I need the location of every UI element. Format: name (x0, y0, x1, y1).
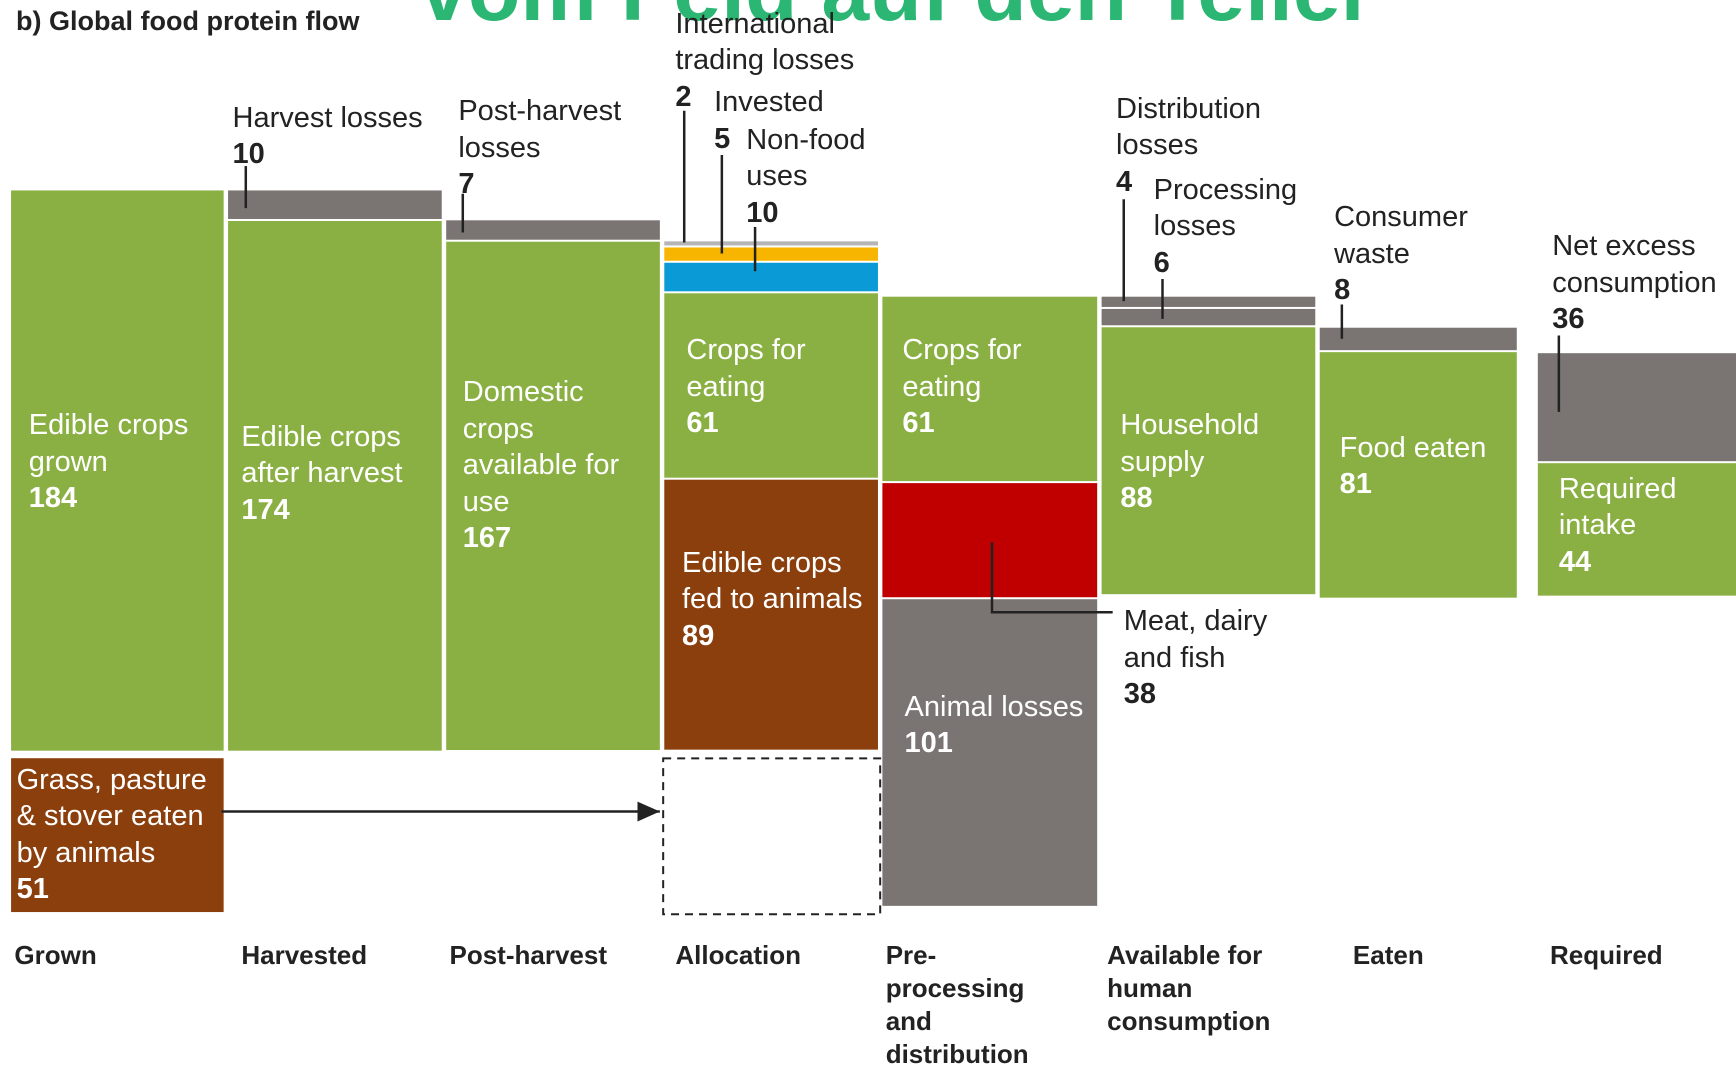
flow-block (1101, 296, 1316, 307)
label-value: 10 (746, 196, 779, 229)
stage-label: Available for human consumption (1107, 939, 1271, 1036)
label-value: 101 (904, 727, 953, 760)
stage-label: Required (1550, 939, 1663, 970)
stage-label: Eaten (1352, 939, 1424, 970)
label-value: 36 (1552, 303, 1585, 336)
block-label: Crops for eating 61 (686, 332, 863, 442)
flow-block (664, 479, 878, 750)
block-label: Domestic crops available for use 167 (463, 374, 651, 557)
flow-block (228, 220, 442, 751)
label-text: Animal losses (904, 690, 1084, 723)
leader-line (990, 542, 1113, 614)
flow-block (446, 241, 660, 751)
flow-block (11, 190, 224, 751)
label-text: Crops for eating (686, 334, 806, 403)
label-text: Edible crops grown (28, 409, 189, 478)
block-label: Grass, pasture & stover eaten by animals… (17, 762, 227, 908)
dashed-inflow (662, 757, 882, 916)
stage-label: Allocation (675, 939, 802, 970)
label-value: 44 (1558, 545, 1592, 578)
block-label: Consumer waste 8 (1334, 199, 1500, 309)
flow-block (882, 599, 1098, 906)
block-label: International trading losses 2 (675, 6, 874, 116)
label-value: 6 (1153, 246, 1170, 279)
label-value: 4 (1116, 165, 1133, 198)
block-label: Meat, dairy and fish 38 (1124, 603, 1290, 713)
label-text: Domestic crops available for use (462, 376, 620, 518)
block-label: Edible crops grown 184 (29, 407, 217, 517)
flow-block (664, 241, 878, 246)
block-label: Distribution losses 4 (1116, 91, 1282, 201)
label-text: Net excess consumption (1552, 230, 1717, 299)
flow-block (228, 190, 442, 219)
label-value: 61 (686, 407, 719, 440)
label-value: 10 (232, 138, 265, 171)
label-value: 89 (682, 619, 715, 652)
label-text: Invested (714, 86, 824, 119)
label-text: Required intake (1558, 472, 1677, 542)
flow-block (446, 220, 660, 240)
label-text: Distribution losses (1116, 92, 1262, 162)
label-value: 88 (1120, 482, 1153, 515)
block-label: Edible crops after harvest 174 (241, 419, 429, 529)
label-value: 184 (28, 482, 78, 515)
flow-block (664, 247, 878, 261)
label-text: Edible crops fed to animals (682, 546, 863, 616)
label-text: Processing losses (1153, 173, 1298, 243)
block-label: Animal losses 101 (905, 689, 1093, 762)
label-text: Food eaten (1339, 431, 1487, 464)
stage-label: Post-harvest (449, 939, 608, 970)
flow-block (882, 483, 1098, 598)
flow-block (1319, 352, 1517, 598)
label-value: 174 (241, 493, 290, 526)
label-text: Crops for eating (902, 334, 1022, 403)
label-value: 7 (458, 168, 475, 200)
block-label: Post-harvest losses 7 (458, 93, 646, 203)
block-label: Household supply 88 (1120, 407, 1308, 517)
label-value: 51 (16, 873, 49, 906)
label-text: Post-harvest losses (458, 95, 622, 164)
label-text: Grass, pasture & stover eaten by animals (16, 763, 207, 869)
block-label: Net excess consumption 36 (1552, 228, 1735, 338)
label-text: Meat, dairy and fish (1123, 605, 1268, 674)
label-value: 5 (714, 122, 731, 155)
label-text: Harvest losses (232, 101, 423, 134)
block-label: Invested 5 (714, 84, 869, 157)
flow-block (11, 758, 224, 913)
label-value: 167 (462, 522, 512, 555)
label-text: International trading losses (675, 7, 855, 77)
label-text: Non-food uses (746, 123, 866, 193)
label-value: 8 (1334, 274, 1351, 307)
flow-block (1319, 327, 1517, 351)
label-value: 81 (1339, 468, 1372, 501)
label-text: Household supply (1120, 409, 1260, 478)
title: b) Global food protein flow (16, 6, 360, 36)
block-label: Processing losses 6 (1154, 172, 1309, 282)
flow-block (882, 296, 1098, 482)
stage-label: Grown (14, 939, 97, 970)
block-label: Edible crops fed to animals 89 (682, 545, 870, 655)
flow-block (664, 262, 878, 292)
flow-block (1537, 463, 1736, 596)
stage-label: Harvested (241, 939, 368, 970)
label-text: Edible crops after harvest (241, 420, 403, 490)
block-label: Harvest losses 10 (233, 100, 443, 173)
flow-block (1537, 353, 1736, 462)
banner: vom Feld auf den Teller (420, 0, 1374, 41)
label-value: 2 (675, 80, 692, 113)
block-label: Required intake 44 (1559, 471, 1725, 581)
flow-block (664, 293, 878, 478)
flow-block (1101, 308, 1316, 326)
flow-block (1101, 327, 1316, 595)
label-text: Consumer waste (1334, 201, 1468, 270)
label-value: 38 (1123, 678, 1157, 711)
block-label: Non-food uses 10 (746, 122, 879, 232)
stage-label: Pre-processing and distribution (885, 939, 1029, 1069)
label-value: 61 (902, 407, 935, 440)
block-label: Food eaten 81 (1340, 430, 1506, 503)
block-label: Crops for eating 61 (902, 332, 1090, 442)
